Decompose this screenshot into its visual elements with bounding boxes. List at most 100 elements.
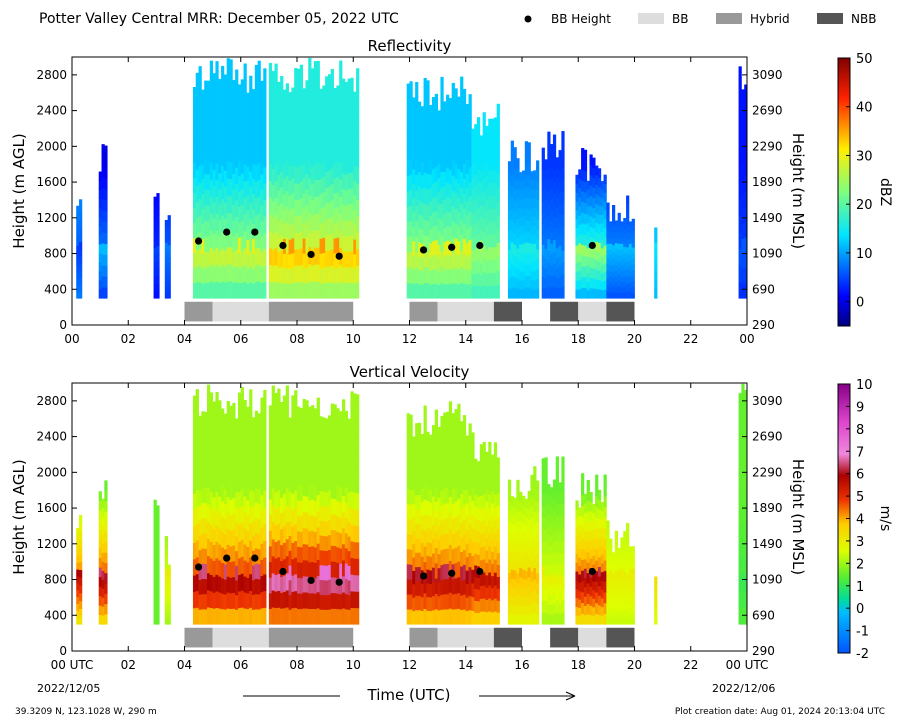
x-tick-label: 18 (571, 658, 586, 672)
bb-height-points (194, 228, 596, 260)
colorbar-tick-label: 10 (856, 247, 873, 262)
y-right-tick-label: 1890 (752, 175, 783, 189)
x-tick-label: 06 (233, 332, 248, 346)
echo-region (164, 536, 171, 625)
y-right-tick-label: 1490 (752, 537, 783, 551)
echo-field (76, 57, 748, 299)
echo-region (164, 215, 171, 299)
end-date: 2022/12/06 (712, 682, 775, 695)
echo-region (541, 456, 565, 625)
x-tick-label: 02 (121, 658, 136, 672)
bb-height-point (251, 228, 259, 236)
legend-item-bb: BB (638, 12, 688, 26)
y-tick-label: 400 (44, 608, 67, 622)
y-right-tick-label: 3090 (752, 68, 783, 82)
bb-height-point (588, 567, 596, 576)
bb-type-segment (578, 301, 607, 322)
echo-region (153, 193, 160, 299)
colorbar-tick-label: 2 (856, 557, 864, 572)
x-tick-label: 20 (627, 658, 642, 672)
time-arrows (243, 691, 576, 701)
colorbar-tick-label: 5 (856, 490, 864, 505)
colorbar-tick-label: 10 (856, 378, 873, 393)
y-tick-label: 2000 (36, 465, 67, 479)
echo-region (575, 148, 607, 299)
colorbar-tick-label: 7 (856, 445, 864, 460)
echo-region (192, 58, 267, 299)
bb-type-segment (493, 301, 522, 322)
y-right-tick-label: 2290 (752, 465, 783, 479)
echo-region (268, 385, 360, 625)
bb-type-segment (578, 627, 607, 648)
legend-label: BB Height (551, 12, 611, 26)
start-date: 2022/12/05 (37, 682, 100, 695)
colorbar-tick-label: 30 (856, 149, 873, 164)
y-right-tick-label: 2690 (752, 104, 783, 118)
echo-region (192, 384, 267, 625)
bb-height-point (194, 563, 203, 571)
colorbar-label: m/s (877, 506, 893, 532)
bb-height-point (448, 243, 456, 251)
echo-region (507, 466, 540, 625)
bb-type-segment (268, 627, 354, 648)
echo-region (606, 195, 635, 299)
colorbar-tick-label: 4 (856, 513, 864, 528)
colorbar-ramp (837, 57, 851, 327)
colorbar-tick-label: 3 (856, 535, 864, 550)
x-tick-label: 22 (683, 332, 698, 346)
x-ticks: 00 UTC 02 04 06 08 10 12 14 16 18 20 22 00 UTC (51, 383, 768, 672)
bb-height-point (476, 567, 484, 576)
bb-type-segment (437, 301, 494, 322)
colorbar-tick-label: -1 (856, 625, 869, 640)
x-tick-label: 10 (346, 332, 361, 346)
echo-region (575, 473, 607, 625)
x-tick-label: 16 (514, 332, 529, 346)
panel-title: Vertical Velocity (350, 363, 470, 381)
figure-title: Potter Valley Central MRR: December 05, … (39, 11, 399, 27)
y-right-tick-label: 1490 (752, 211, 783, 225)
bb-type-strip (184, 301, 635, 322)
x-tick-label: 00 UTC (51, 658, 94, 672)
x-tick-label: 12 (402, 658, 417, 672)
bb-type-strip (184, 627, 635, 648)
colorbar-tick-label: -2 (856, 647, 869, 662)
bb-type-segment (212, 301, 269, 322)
echo-region (406, 401, 472, 625)
bb-height-point (223, 228, 231, 236)
legend-item-hybrid: Hybrid (716, 12, 790, 26)
x-tick-label: 22 (683, 658, 698, 672)
echo-region (507, 140, 540, 299)
y-ticks: 0 290 400 690 800 1090 1200 1490 1600 1890 2000 229… (36, 394, 782, 658)
echo-region (471, 103, 500, 299)
bb-type-segment (212, 627, 269, 648)
x-tick-label: 00 (739, 332, 754, 346)
x-tick-label: 10 (346, 658, 361, 672)
colorbar-tick-label: 0 (856, 296, 864, 311)
y-right-axis-label: Height (m MSL) (789, 133, 807, 249)
legend-label: Hybrid (750, 12, 790, 26)
y-axis-label: Height (m AGL) (10, 133, 28, 248)
bb-height-point (223, 554, 231, 562)
y-tick-label: 2800 (36, 68, 67, 82)
y-tick-label: 2400 (36, 430, 67, 444)
x-tick-label: 14 (458, 332, 473, 346)
y-right-tick-label: 690 (752, 608, 775, 622)
y-right-tick-label: 3090 (752, 394, 783, 408)
legend: BB Height BB Hybrid NBB (524, 12, 876, 26)
bb-height-point (279, 241, 287, 250)
echo-region (654, 227, 658, 299)
panel-title: Reflectivity (368, 37, 452, 55)
x-tick-label: 00 (64, 332, 79, 346)
colorbar-tick-label: 50 (856, 52, 873, 67)
bb-height-point (307, 250, 315, 259)
bb-height-points (194, 554, 596, 586)
y-right-tick-label: 290 (752, 644, 775, 658)
y-tick-label: 800 (44, 573, 67, 587)
x-tick-label: 06 (233, 658, 248, 672)
echo-region (76, 199, 83, 299)
echo-region (471, 432, 500, 625)
bb-height-point (419, 572, 428, 580)
y-tick-label: 1600 (36, 501, 67, 515)
x-tick-label: 04 (177, 658, 192, 672)
